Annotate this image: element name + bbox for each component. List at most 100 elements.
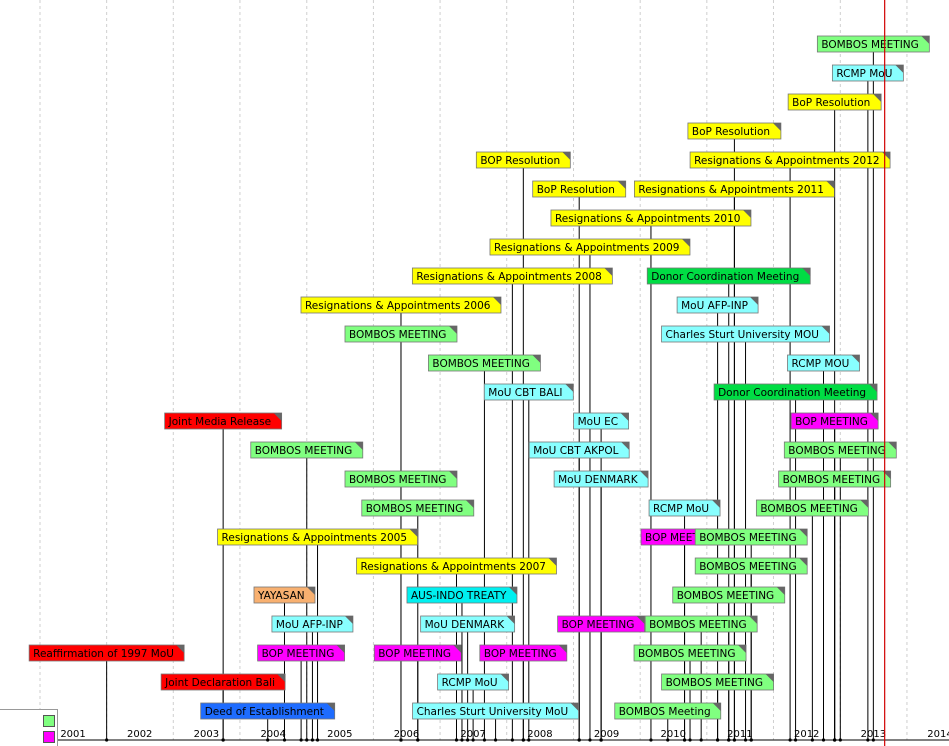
x-tick-label: 2006 [394,729,419,740]
event-corner-flag [712,703,721,711]
event-item[interactable]: Deed of Establishment [200,702,336,720]
event-corner-flag [565,384,574,392]
event-label: RCMP MoU [836,68,892,80]
event-label: Joint Media Release [168,416,271,428]
event-item[interactable]: BOMBOS MEETING [672,586,786,604]
event-item[interactable]: MoU CBT AKPOL [528,441,630,459]
event-item[interactable]: BOP Resolution [475,151,571,169]
event-item[interactable]: BOP MEETING [373,644,462,662]
event-label: BOMBOS MEETING [760,503,857,515]
event-item[interactable]: Resignations & Appointments 2006 [300,296,502,314]
event-item[interactable]: BOMBOS MEETING [661,673,775,691]
event-label: BOP MEETING [484,648,557,660]
event-corner-flag [921,36,930,44]
event-corner-flag [869,384,878,392]
x-tick-label: 2001 [60,729,85,740]
event-item[interactable]: BoP Resolution [687,122,782,140]
event-item[interactable]: AUS-INDO TREATY [406,586,518,604]
event-corner-flag [336,645,345,653]
event-corner-flag [500,674,509,682]
event-item[interactable]: Resignations & Appointments 2005 [217,528,418,546]
event-item[interactable]: Donor Coordination Meeting [646,267,811,285]
x-tick-label: 2010 [661,729,686,740]
event-item[interactable]: RCMP MoU [437,673,510,691]
event-corner-flag [826,181,835,189]
event-item[interactable]: BOMBOS MEETING [755,499,869,517]
event-box[interactable] [406,586,518,604]
x-tick-label: 2012 [794,729,819,740]
event-label: MoU DENMARK [425,619,506,631]
event-label: BOMBOS MEETING [349,329,446,341]
event-item[interactable]: Resignations & Appointments 2010 [550,209,752,227]
event-label: BOMBOS MEETING [432,358,529,370]
x-tick-label: 2009 [594,729,619,740]
event-corner-flag [799,529,808,537]
event-item[interactable]: BOMBOS MEETING [644,615,758,633]
event-item[interactable]: BOP MEETING [790,412,879,430]
event-item[interactable]: BoP Resolution [787,93,882,111]
event-item[interactable]: BOMBOS MEETING [694,557,808,575]
event-label: BoP Resolution [537,184,615,196]
event-item[interactable]: RCMP MOU [787,354,860,372]
event-label: BOMBOS MEETING [638,648,735,660]
event-item[interactable]: BOMBOS Meeting [614,702,722,720]
event-item[interactable]: BOP MEETING [257,644,346,662]
event-box[interactable] [356,557,557,575]
event-corner-flag [532,355,541,363]
event-item[interactable]: BOMBOS MEETING [344,325,458,343]
event-label: BOMBOS MEETING [788,445,885,457]
event-item[interactable]: Charles Sturt University MOU [661,325,830,343]
event-item[interactable]: BOMBOS MEETING [694,528,808,546]
event-item[interactable]: MoU AFP-INP [676,296,759,314]
event-item[interactable]: BOMBOS MEETING [250,441,364,459]
event-item[interactable]: BOMBOS MEETING [633,644,747,662]
event-item[interactable]: BOP MEETING [479,644,568,662]
event-item[interactable]: BOMBOS MEETING [344,470,458,488]
event-label: BOMBOS MEETING [821,39,918,51]
event-item[interactable]: YAYASAN [253,586,316,604]
event-corner-flag [506,616,515,624]
event-item[interactable]: BoP Resolution [532,180,627,198]
event-item[interactable]: BOMBOS MEETING [816,35,930,53]
event-item[interactable]: Donor Coordination Meeting [713,383,878,401]
event-label: BOP MEETING [795,416,868,428]
event-box[interactable] [489,238,691,256]
event-item[interactable]: Resignations & Appointments 2012 [689,151,891,169]
event-item[interactable]: MoU DENMARK [553,470,649,488]
event-item[interactable]: BOP MEETING [557,615,646,633]
event-item[interactable]: Charles Sturt University MoU [412,702,579,720]
event-item[interactable]: Resignations & Appointments 2008 [411,267,613,285]
event-item[interactable]: RCMP MoU [648,499,721,517]
event-item[interactable]: Resignations & Appointments 2011 [634,180,835,198]
event-item[interactable]: Joint Media Release [164,412,283,430]
event-item[interactable]: Resignations & Appointments 2007 [356,557,557,575]
event-item[interactable]: RCMP MoU [831,64,904,82]
event-item[interactable]: BOMBOS MEETING [783,441,897,459]
event-item[interactable]: BOMBOS MEETING [778,470,892,488]
event-item[interactable]: Joint Declaration Bali [160,673,286,691]
event-corner-flag [799,558,808,566]
event-label: Donor Coordination Meeting [651,271,799,283]
event-item[interactable]: BOMBOS MEETING [428,354,541,372]
event-box[interactable] [250,441,364,459]
event-label: Reaffirmation of 1997 MoU [33,648,174,660]
event-item[interactable]: Resignations & Appointments 2009 [489,238,691,256]
event-label: BOP MEETING [562,619,635,631]
event-corner-flag [750,297,759,305]
event-item[interactable]: BOMBOS MEETING [361,499,475,517]
event-labels: Reaffirmation of 1997 MoU Joint Declarati… [28,35,930,720]
event-corner-flag [621,442,630,450]
event-label: BOMBOS MEETING [677,590,774,602]
event-item[interactable]: MoU EC [573,412,630,430]
event-label: MoU CBT AKPOL [533,445,618,457]
event-corner-flag [448,471,457,479]
event-corner-flag [617,181,626,189]
event-item[interactable]: MoU AFP-INP [271,615,354,633]
event-item[interactable]: Reaffirmation of 1997 MoU [28,644,185,662]
event-label: BOMBOS MEETING [255,445,352,457]
event-label: Resignations & Appointments 2012 [694,155,880,167]
event-label: Resignations & Appointments 2008 [416,271,602,283]
event-corner-flag [409,529,418,537]
event-item[interactable]: MoU CBT BALI [483,383,574,401]
event-item[interactable]: MoU DENMARK [420,615,516,633]
